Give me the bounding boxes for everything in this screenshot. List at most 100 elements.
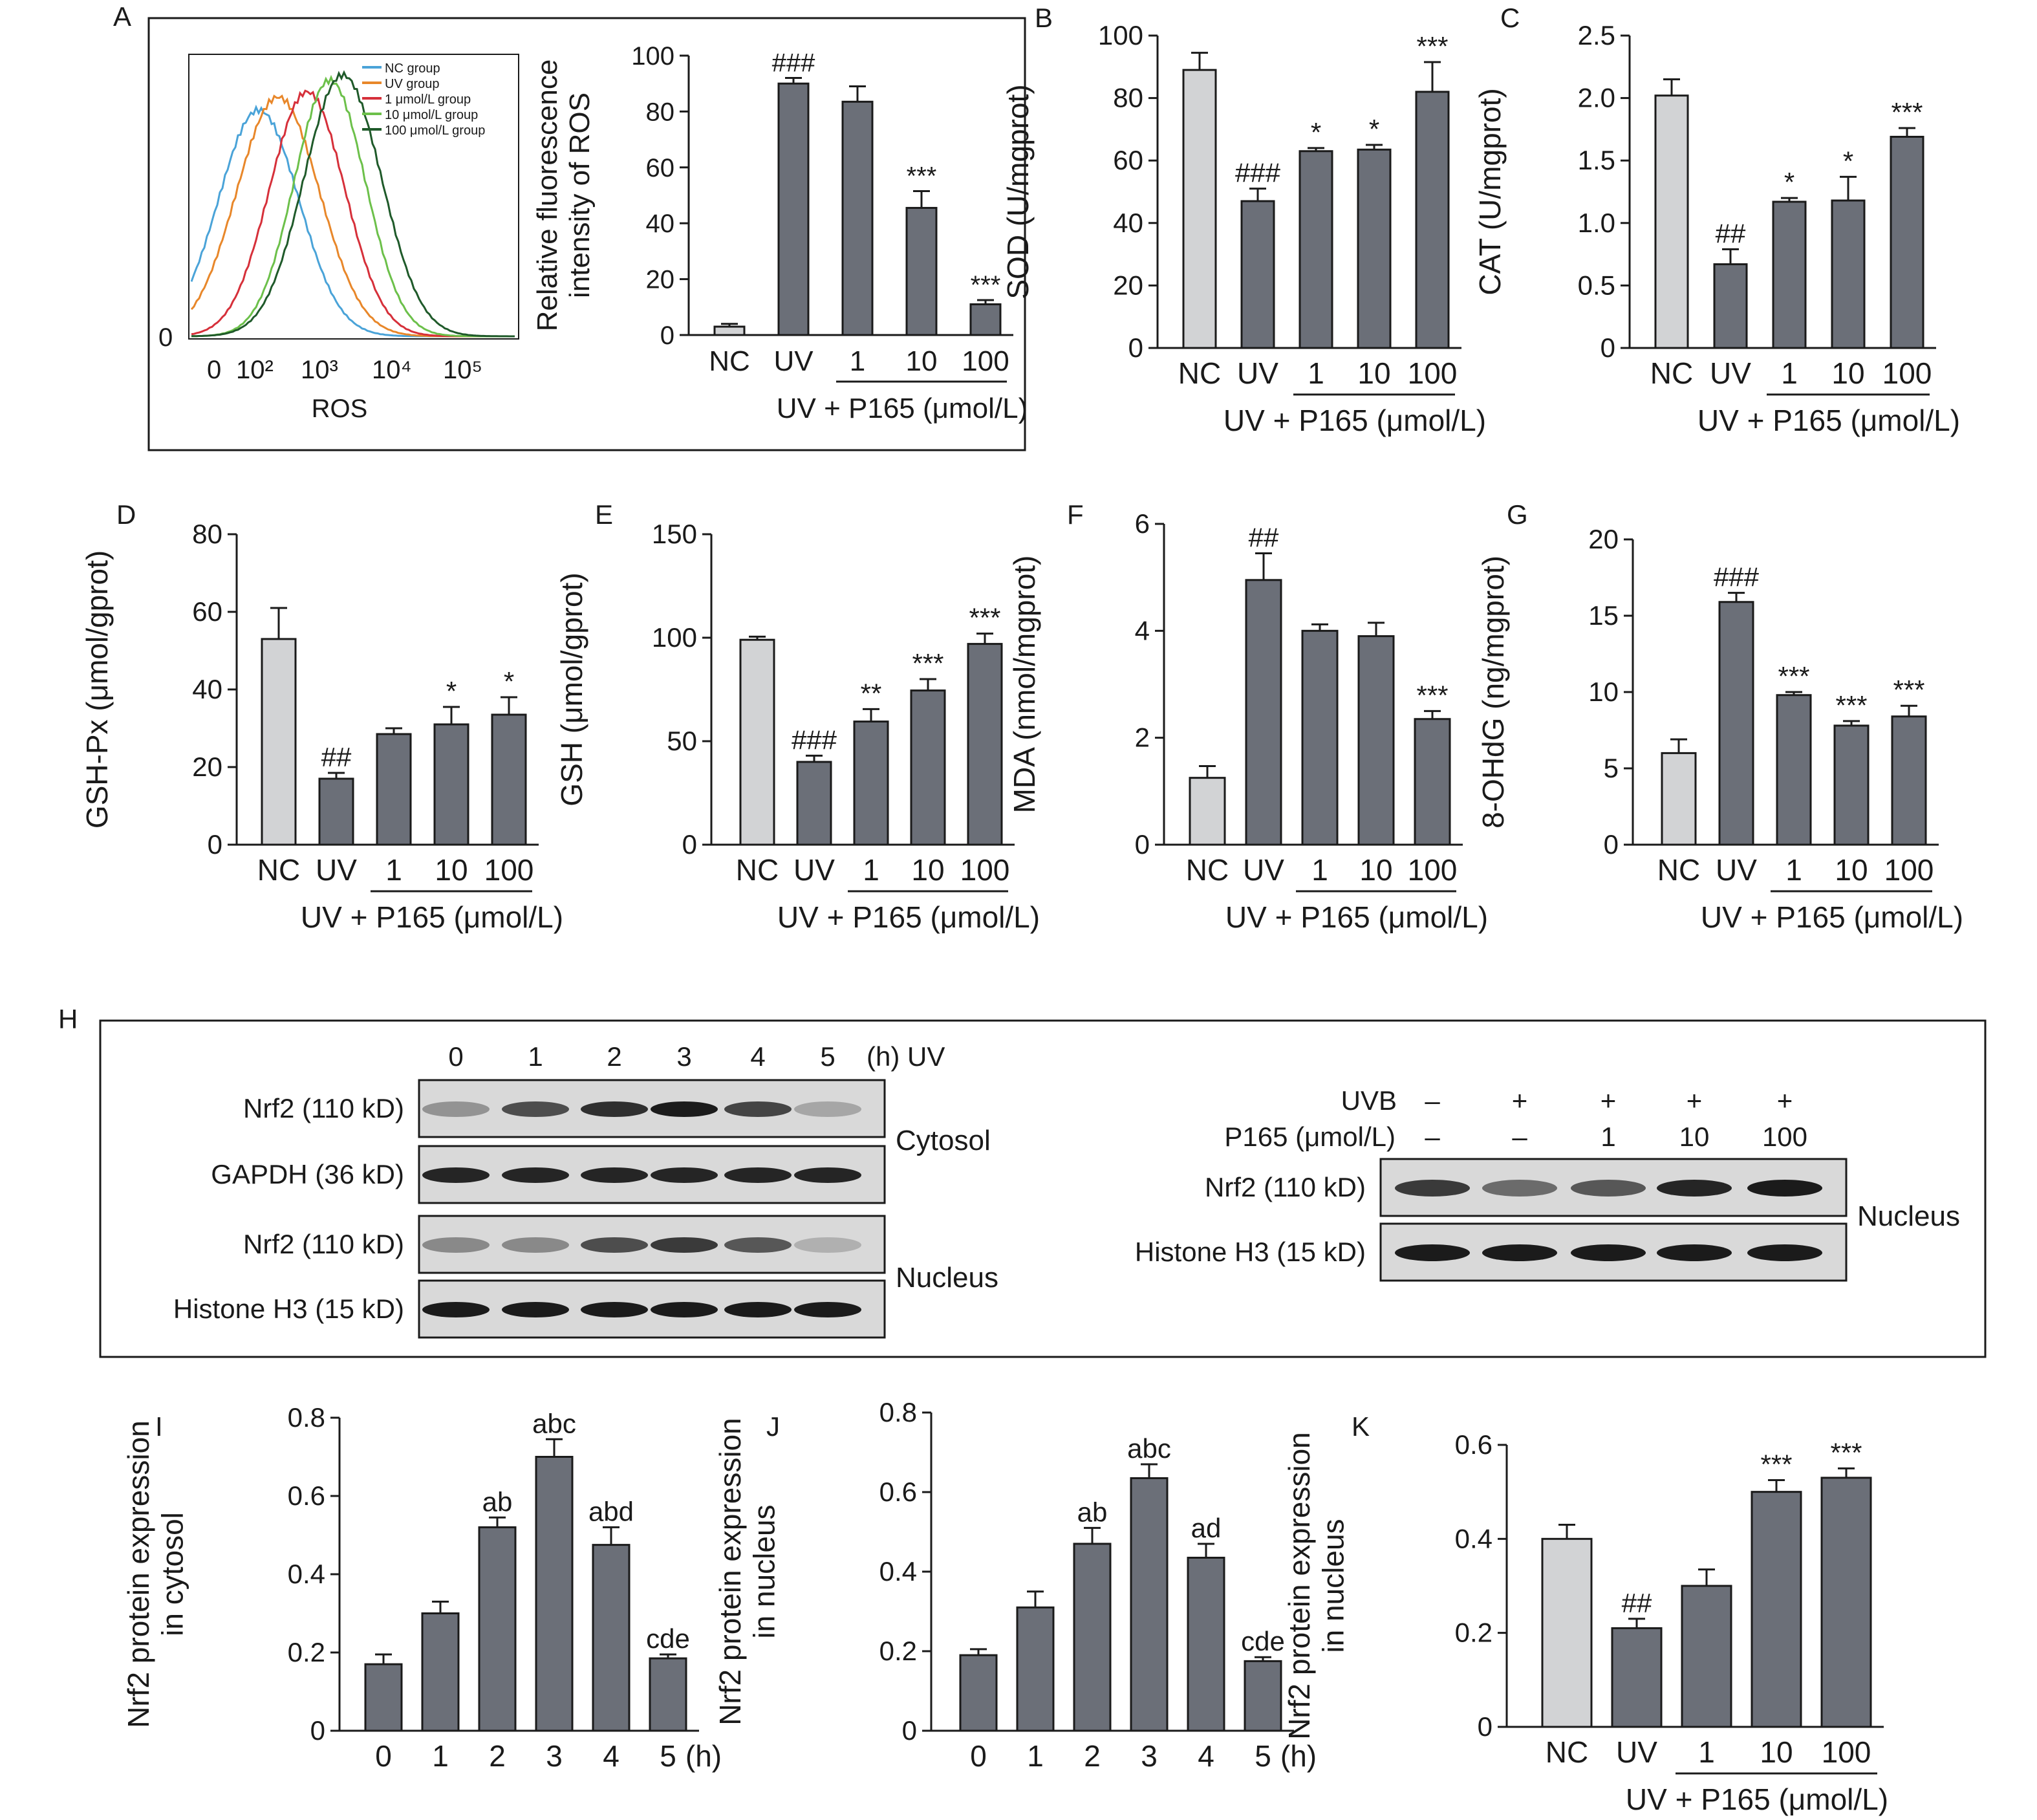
group-label: UV + P165 (μmol/L) (1701, 900, 1963, 934)
panel-a-letter: A (113, 1, 131, 32)
y-tick-label: 0 (208, 829, 222, 860)
legend-label-nc: NC group (385, 61, 440, 76)
significance-label: cde (1241, 1626, 1285, 1656)
bar (1891, 715, 1927, 846)
x-tick-label: 1 (432, 1739, 449, 1773)
chart-C: 0 0.5 1.0 1.5 2.0 2.5 CAT (U/mgprot) NC ## UV * 1 * 1… (1473, 3, 1960, 437)
histogram-xtick-3: 10⁴ (372, 356, 412, 384)
histogram-curve (191, 74, 515, 338)
bar (1299, 150, 1333, 349)
blot-row-label: GAPDH (36 kD) (211, 1159, 404, 1189)
y-axis-label: Nrf2 protein expressionin cytosol (122, 1420, 189, 1728)
histogram-box (188, 54, 519, 340)
panel-letter: I (155, 1411, 163, 1442)
x-tick-label: 4 (1198, 1739, 1214, 1773)
panel-h-letter: H (58, 1004, 78, 1034)
significance-label: *** (1893, 675, 1924, 705)
x-unit-label: (h) (1280, 1739, 1317, 1773)
significance-label: * (1369, 114, 1379, 144)
significance-label: abd (588, 1496, 634, 1526)
x-tick-label: 1 (1027, 1739, 1044, 1773)
blot-row-label: Nrf2 (110 kD) (1205, 1172, 1366, 1202)
lane-label: 5 (820, 1041, 835, 1072)
lane-label: 3 (676, 1041, 691, 1072)
y-tick-label: 2 (1135, 722, 1150, 753)
blot-band (724, 1167, 792, 1183)
panel-letter: K (1352, 1411, 1370, 1442)
blot-band (581, 1167, 648, 1183)
blot-band (422, 1302, 490, 1317)
y-tick-label: 100 (631, 42, 674, 70)
y-tick-label: 6 (1135, 508, 1150, 539)
x-tick-label: NC (736, 853, 779, 887)
x-tick-label: 100 (962, 345, 1009, 377)
blot-band (651, 1302, 718, 1317)
x-tick-label: UV (316, 853, 357, 887)
x-tick-label: 3 (1141, 1739, 1158, 1773)
y-axis-label-line: Nrf2 protein expression (122, 1420, 155, 1728)
y-axis-label: Relative fluorescenceintensity of ROS (532, 60, 596, 332)
blot-band (794, 1101, 861, 1117)
y-tick-label: 60 (192, 596, 222, 627)
x-tick-label: 1 (1308, 356, 1324, 390)
y-tick-label: 150 (652, 519, 697, 549)
y-axis-label: MDA (nmol/mgprot) (1008, 556, 1041, 814)
p165-dose: – (1512, 1121, 1527, 1152)
blot-row-label: Nrf2 (110 kD) (243, 1229, 404, 1259)
y-axis-label: GSH-Px (μmol/gprot) (80, 550, 114, 829)
bar (1016, 1606, 1055, 1732)
significance-label: abc (1127, 1433, 1171, 1464)
uvb-sign: + (1777, 1085, 1793, 1116)
y-tick-label: 80 (646, 98, 675, 126)
significance-label: *** (912, 648, 943, 678)
bar (1189, 777, 1226, 846)
significance-label: *** (1416, 680, 1448, 710)
panel-letter: E (595, 499, 613, 530)
histogram-xtick-2: 10³ (301, 356, 338, 384)
bar (905, 206, 938, 336)
x-tick-label: 1 (1781, 356, 1798, 390)
y-tick-label: 0.6 (288, 1480, 325, 1511)
significance-label: *** (1760, 1449, 1792, 1480)
blot-band (1395, 1244, 1470, 1261)
significance-label: ### (1235, 158, 1281, 188)
x-tick-label: 100 (1882, 356, 1932, 390)
y-axis-label: SOD (U/mgprot) (1001, 84, 1035, 299)
lane-label: 1 (528, 1041, 543, 1072)
y-axis-label-line: 8-OHdG (ng/mgprot) (1476, 556, 1510, 829)
legend-label-1: 1 μmol/L group (385, 92, 471, 107)
significance-label: * (1311, 117, 1321, 147)
blot-band (651, 1237, 718, 1253)
y-axis-label: CAT (U/mgprot) (1473, 88, 1507, 295)
significance-label: *** (907, 162, 937, 191)
western-blot-time-course: 0 1 2 3 4 5 (h) UV Nrf2 (110 kD) GAPDH (36 kD) Nr… (173, 1041, 998, 1339)
x-tick-label: 1 (385, 853, 402, 887)
bar (1245, 579, 1282, 846)
x-tick-label: 100 (1884, 853, 1934, 887)
y-axis-label-line: in cytosol (155, 1512, 189, 1636)
y-axis-label-line: SOD (U/mgprot) (1001, 84, 1035, 299)
y-tick-label: 2.5 (1578, 20, 1615, 50)
histogram-curves (190, 70, 515, 338)
histogram-y-zero: 0 (158, 323, 173, 352)
bar (1611, 1627, 1663, 1728)
y-tick-label: 0 (1604, 829, 1619, 860)
significance-label: ** (861, 678, 882, 708)
y-tick-label: 0.4 (1455, 1523, 1493, 1554)
y-axis-label: GSH (μmol/gprot) (555, 572, 588, 806)
panel-letter: F (1067, 499, 1084, 530)
group-label: UV + P165 (μmol/L) (777, 393, 1028, 424)
x-tick-label: 0 (970, 1739, 987, 1773)
y-axis-label-line: GSH (μmol/gprot) (555, 572, 588, 806)
bar (1831, 199, 1866, 349)
p165-dose: – (1425, 1121, 1440, 1152)
bar (853, 720, 889, 846)
bar (318, 777, 354, 846)
x-tick-label: NC (709, 345, 750, 377)
x-tick-label: UV (1716, 853, 1757, 887)
significance-label: ### (1714, 562, 1760, 592)
y-axis-label-line: CAT (U/mgprot) (1473, 88, 1507, 295)
blot-band (1482, 1244, 1557, 1261)
y-tick-label: 40 (192, 674, 222, 704)
y-axis-label-line: MDA (nmol/mgprot) (1008, 556, 1041, 814)
